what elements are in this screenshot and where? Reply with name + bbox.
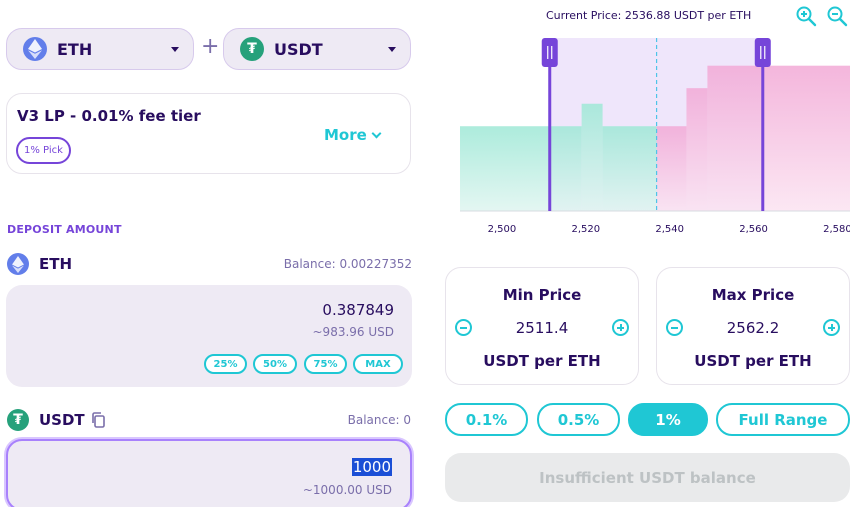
zoom-in-icon[interactable] [795, 5, 817, 27]
max-button[interactable]: MAX [353, 354, 403, 374]
plus-separator: + [201, 34, 220, 59]
copy-icon[interactable] [91, 412, 105, 432]
liquidity-chart[interactable]: 2,500 2,520 2,540 2,560 2,580 [445, 30, 850, 245]
current-price-label: Current Price: 2536.88 USDT per ETH [546, 9, 752, 22]
usdt-icon: ₮ [7, 409, 29, 431]
max-price-unit: USDT per ETH [694, 352, 812, 370]
token-b-select[interactable]: ₮ USDT [223, 28, 411, 70]
range-0-1-button[interactable]: 0.1% [445, 403, 528, 436]
fee-tier-card: V3 LP - 0.01% fee tier 1% Pick More [6, 93, 411, 174]
chevron-down-icon [388, 46, 396, 52]
eth-icon [23, 37, 47, 61]
min-price-card: Min Price 2511.4 USDT per ETH [445, 267, 639, 385]
range-handle-grip[interactable] [541, 38, 558, 67]
fee-tier-title: V3 LP - 0.01% fee tier [17, 107, 201, 125]
min-price-decrement-button[interactable] [455, 319, 472, 336]
liquidity-bar [707, 65, 850, 212]
x-tick-label: 2,540 [655, 224, 684, 235]
liquidity-bar [460, 126, 582, 211]
range-1-button[interactable]: 1% [628, 403, 708, 436]
zoom-out-icon[interactable] [826, 5, 848, 27]
range-0-5-button[interactable]: 0.5% [537, 403, 620, 436]
x-tick-label: 2,560 [739, 224, 768, 235]
max-price-increment-button[interactable] [823, 319, 840, 336]
insufficient-balance-button[interactable]: Insufficient USDT balance [445, 453, 850, 502]
eth-token-name: ETH [39, 255, 73, 273]
token-a-select[interactable]: ETH [6, 28, 194, 70]
usdt-amount-usd: ~1000.00 USD [302, 483, 392, 497]
min-price-unit: USDT per ETH [483, 352, 601, 370]
min-price-title: Min Price [502, 286, 582, 304]
x-tick-label: 2,500 [488, 224, 517, 235]
range-handle-grip[interactable] [754, 38, 771, 67]
full-range-button[interactable]: Full Range [716, 403, 850, 436]
pick-badge: 1% Pick [16, 137, 71, 164]
eth-icon [7, 253, 29, 275]
min-range-handle[interactable] [541, 38, 558, 211]
x-tick-label: 2,520 [571, 224, 600, 235]
eth-amount-usd: ~983.96 USD [312, 325, 395, 339]
usdt-token-name: USDT [39, 411, 85, 429]
usdt-amount-card[interactable]: 1000 ~1000.00 USD [6, 439, 412, 507]
max-price-decrement-button[interactable] [666, 319, 683, 336]
liquidity-bar [656, 126, 687, 211]
more-label: More [324, 126, 367, 144]
liquidity-bar [581, 103, 603, 211]
x-tick-label: 2,580 [823, 224, 850, 235]
more-button[interactable]: More [324, 126, 382, 144]
eth-amount-input[interactable]: 0.387849 [322, 301, 394, 319]
eth-balance: Balance: 0.00227352 [283, 257, 412, 271]
deposit-amount-label: DEPOSIT AMOUNT [7, 223, 122, 236]
percent-75-button[interactable]: 75% [304, 354, 347, 374]
percent-50-button[interactable]: 50% [253, 354, 297, 374]
max-price-card: Max Price 2562.2 USDT per ETH [656, 267, 850, 385]
token-a-symbol: ETH [57, 39, 93, 59]
liquidity-bar [686, 88, 708, 211]
liquidity-bar [602, 126, 657, 211]
percent-25-button[interactable]: 25% [204, 354, 247, 374]
chevron-down-icon [171, 46, 179, 52]
chevron-down-icon [371, 128, 382, 138]
min-price-input[interactable]: 2511.4 [515, 319, 569, 337]
selected-amount-text: 1000 [351, 458, 392, 476]
usdt-icon: ₮ [240, 37, 264, 61]
max-price-title: Max Price [711, 286, 795, 304]
min-price-increment-button[interactable] [612, 319, 629, 336]
range-handle-line [761, 38, 765, 211]
range-handle-line [548, 38, 552, 211]
max-range-handle[interactable] [754, 38, 771, 211]
usdt-balance: Balance: 0 [347, 413, 411, 427]
usdt-amount-input[interactable]: 1000 [351, 458, 392, 476]
max-price-input[interactable]: 2562.2 [726, 319, 780, 337]
token-b-symbol: USDT [274, 39, 323, 59]
